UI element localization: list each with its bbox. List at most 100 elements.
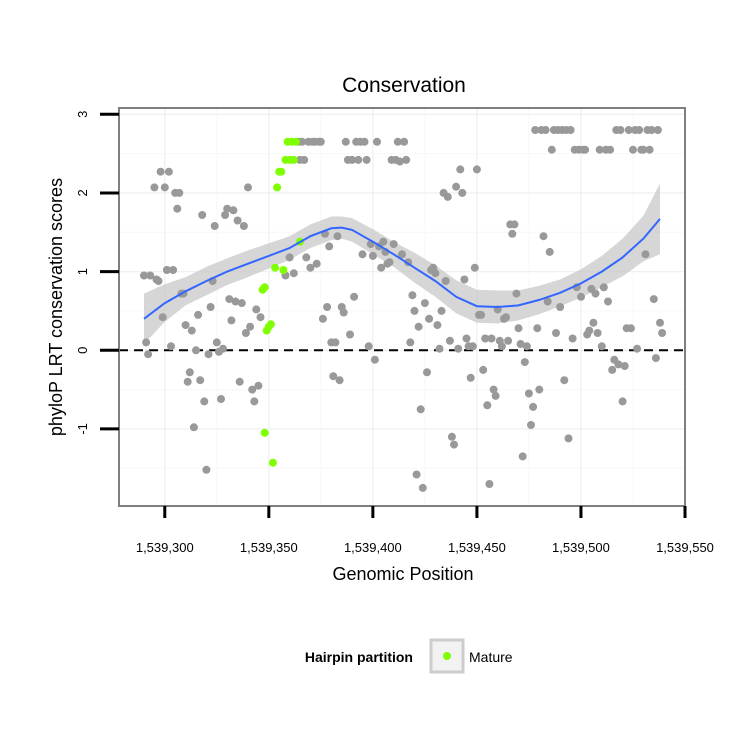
point-other (162, 266, 171, 274)
point-other (597, 342, 606, 351)
point-other (468, 342, 477, 351)
point-other (241, 329, 250, 337)
point-mature (279, 266, 288, 274)
smooth-trend-line (143, 218, 661, 320)
point-other (649, 295, 658, 304)
point-other (647, 126, 656, 134)
point-mature (273, 183, 282, 192)
point-other (445, 336, 454, 345)
point-other (462, 334, 471, 343)
point-other (510, 220, 519, 229)
point-other (364, 342, 373, 351)
point-other (189, 423, 198, 432)
point-other (235, 377, 244, 386)
point-other (335, 376, 344, 385)
point-other (431, 269, 440, 278)
point-other (212, 338, 221, 347)
point-other (452, 182, 461, 191)
point-other (414, 322, 423, 331)
point-other (402, 155, 411, 164)
point-other (420, 299, 429, 308)
point-other (485, 480, 494, 488)
point-other (237, 299, 246, 308)
point-other (641, 250, 650, 259)
point-other (656, 318, 664, 327)
point-other (227, 316, 236, 325)
point-other (437, 306, 446, 315)
y-tick-label: 1 (75, 268, 90, 275)
point-other (204, 350, 213, 359)
point-mature (260, 428, 269, 437)
point-other (302, 253, 311, 262)
y-axis-title: phyloP LRT conservation scores (46, 178, 66, 436)
point-other (489, 385, 498, 394)
point-other (577, 292, 585, 301)
point-other (192, 346, 200, 355)
point-other (410, 306, 419, 315)
point-other (616, 126, 625, 134)
point-other (466, 373, 475, 382)
point-other (312, 259, 321, 268)
point-mature (271, 263, 280, 272)
point-other (368, 251, 377, 260)
confidence-ribbon (144, 183, 660, 344)
point-other (545, 247, 554, 256)
point-other (339, 308, 348, 317)
point-other (454, 344, 463, 353)
point-other (358, 250, 367, 259)
point-other (560, 376, 569, 385)
point-other (341, 137, 350, 146)
point-other (502, 313, 510, 322)
point-other (606, 145, 615, 154)
point-other (620, 362, 629, 370)
point-other (589, 318, 598, 327)
point-other (379, 237, 388, 246)
x-tick-label: 1,539,300 (136, 540, 194, 555)
point-other (418, 483, 427, 492)
point-other (539, 232, 548, 241)
point-other (393, 137, 402, 146)
point-other (458, 188, 467, 197)
point-mature (260, 283, 269, 292)
point-other (522, 342, 531, 351)
point-other (398, 250, 406, 259)
point-other (389, 240, 398, 249)
point-other (524, 389, 533, 398)
point-other (531, 126, 540, 134)
x-tick-label: 1,539,450 (448, 540, 506, 555)
point-other (518, 452, 527, 461)
point-other (325, 242, 334, 251)
point-other (626, 324, 635, 333)
point-other (346, 330, 354, 339)
point-other (198, 211, 207, 219)
point-other (635, 126, 644, 134)
y-tick-label: 2 (75, 189, 90, 196)
point-other (164, 167, 173, 176)
point-other (350, 292, 359, 301)
point-other (450, 440, 458, 449)
point-other (187, 326, 196, 335)
plot-panel (118, 107, 686, 507)
point-other (318, 314, 327, 323)
panel-border (118, 107, 686, 507)
point-other (591, 289, 600, 298)
point-other (608, 365, 617, 374)
point-other (160, 183, 169, 192)
point-other (348, 155, 357, 164)
point-other (395, 157, 404, 166)
point-other (239, 222, 248, 230)
x-tick-label: 1,539,400 (344, 540, 402, 555)
point-other (568, 334, 577, 343)
confidence-ribbon-layer (144, 183, 660, 344)
point-other (447, 432, 456, 441)
point-other (244, 183, 252, 192)
point-other (370, 355, 379, 364)
point-other (217, 395, 225, 403)
point-other (487, 334, 496, 343)
point-other (581, 145, 590, 154)
chart-title: Conservation (342, 74, 466, 97)
point-other (221, 211, 230, 219)
point-other (593, 329, 602, 337)
point-other (456, 165, 465, 174)
